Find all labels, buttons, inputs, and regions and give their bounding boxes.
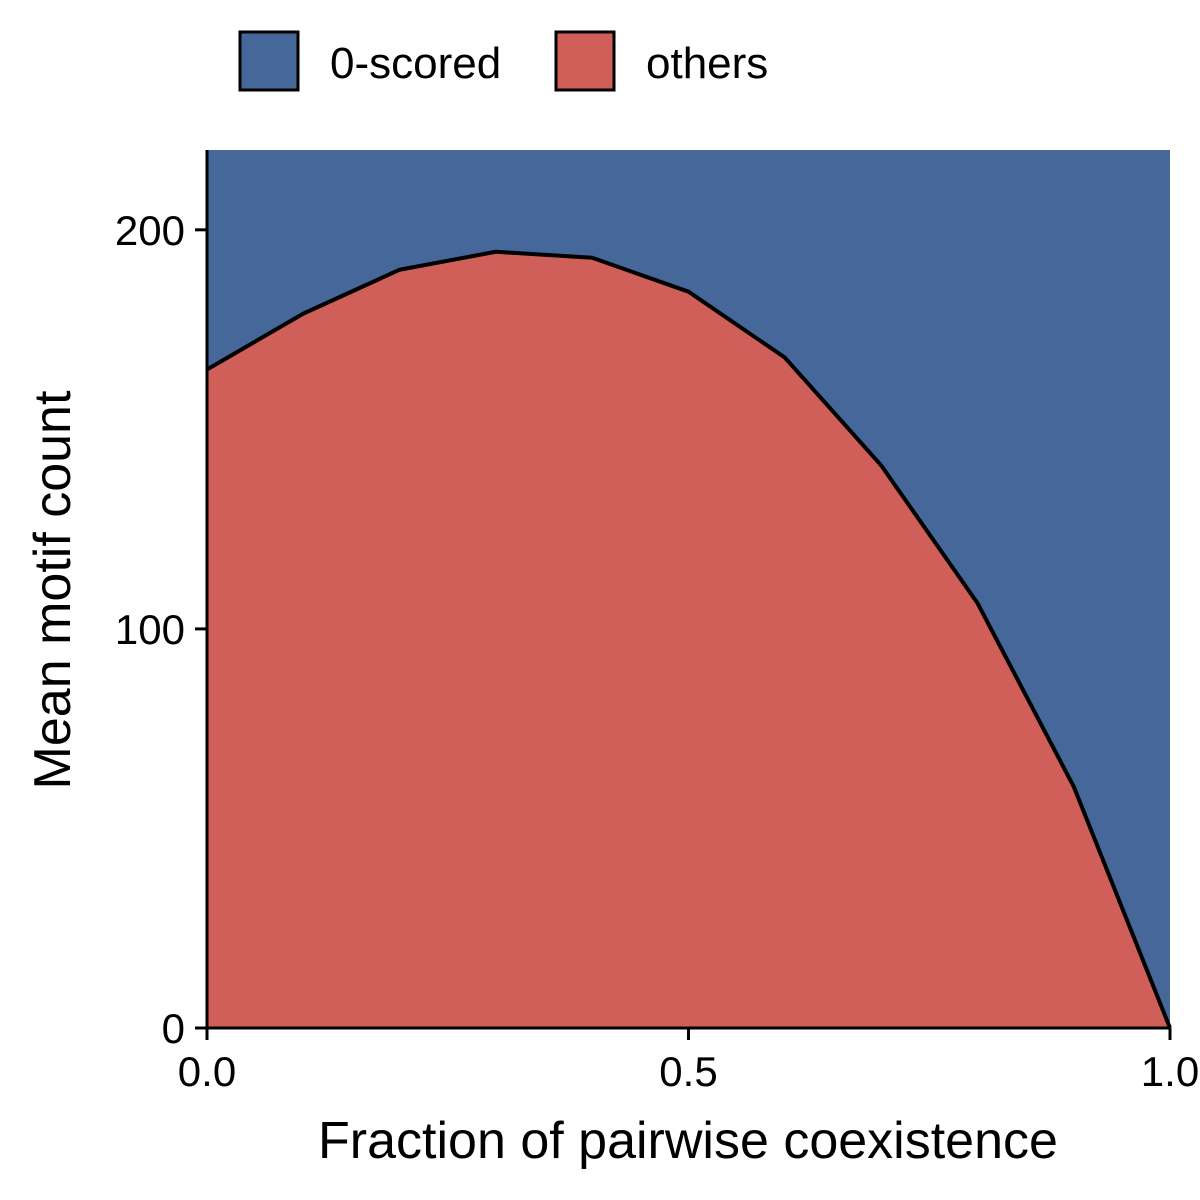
x-tick-label: 0.5 [659,1048,717,1095]
x-axis-title: Fraction of pairwise coexistence [318,1112,1058,1170]
x-tick-label: 1.0 [1141,1048,1199,1095]
area-others [207,251,1170,1028]
x-tick-label: 0.0 [178,1048,236,1095]
legend: 0-scored others [238,30,768,92]
y-axis-ticks: 0 100 200 [115,207,207,1052]
legend-label-0-scored: 0-scored [330,39,501,88]
y-tick-label: 100 [115,606,185,653]
legend-label-others: others [646,39,768,88]
area-0-scored [207,150,1170,1028]
legend-swatch-others [554,30,616,92]
y-axis-title: Mean motif count [24,390,82,789]
plot-area [205,150,1172,1029]
series-boundary-line [205,249,1172,1029]
x-axis-ticks: 0.0 0.5 1.0 [178,1028,1199,1095]
legend-swatch-0-scored [238,30,300,92]
y-tick-label: 0 [162,1005,185,1052]
y-tick-label: 200 [115,207,185,254]
